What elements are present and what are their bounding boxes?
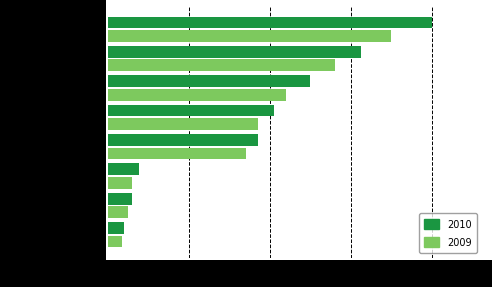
Bar (108, 177, 132, 189)
Bar (108, 46, 361, 58)
Bar (108, 118, 258, 130)
Bar (108, 148, 246, 159)
Bar (108, 206, 128, 218)
Bar (108, 163, 139, 175)
Bar (108, 134, 258, 146)
Bar (108, 89, 286, 101)
Bar (108, 30, 391, 42)
Bar (108, 236, 123, 247)
Legend: 2010, 2009: 2010, 2009 (419, 214, 477, 253)
Bar (108, 105, 274, 117)
Bar (108, 75, 310, 87)
Bar (108, 193, 132, 205)
Bar (108, 59, 335, 71)
Bar (108, 17, 431, 28)
Bar (108, 222, 124, 234)
